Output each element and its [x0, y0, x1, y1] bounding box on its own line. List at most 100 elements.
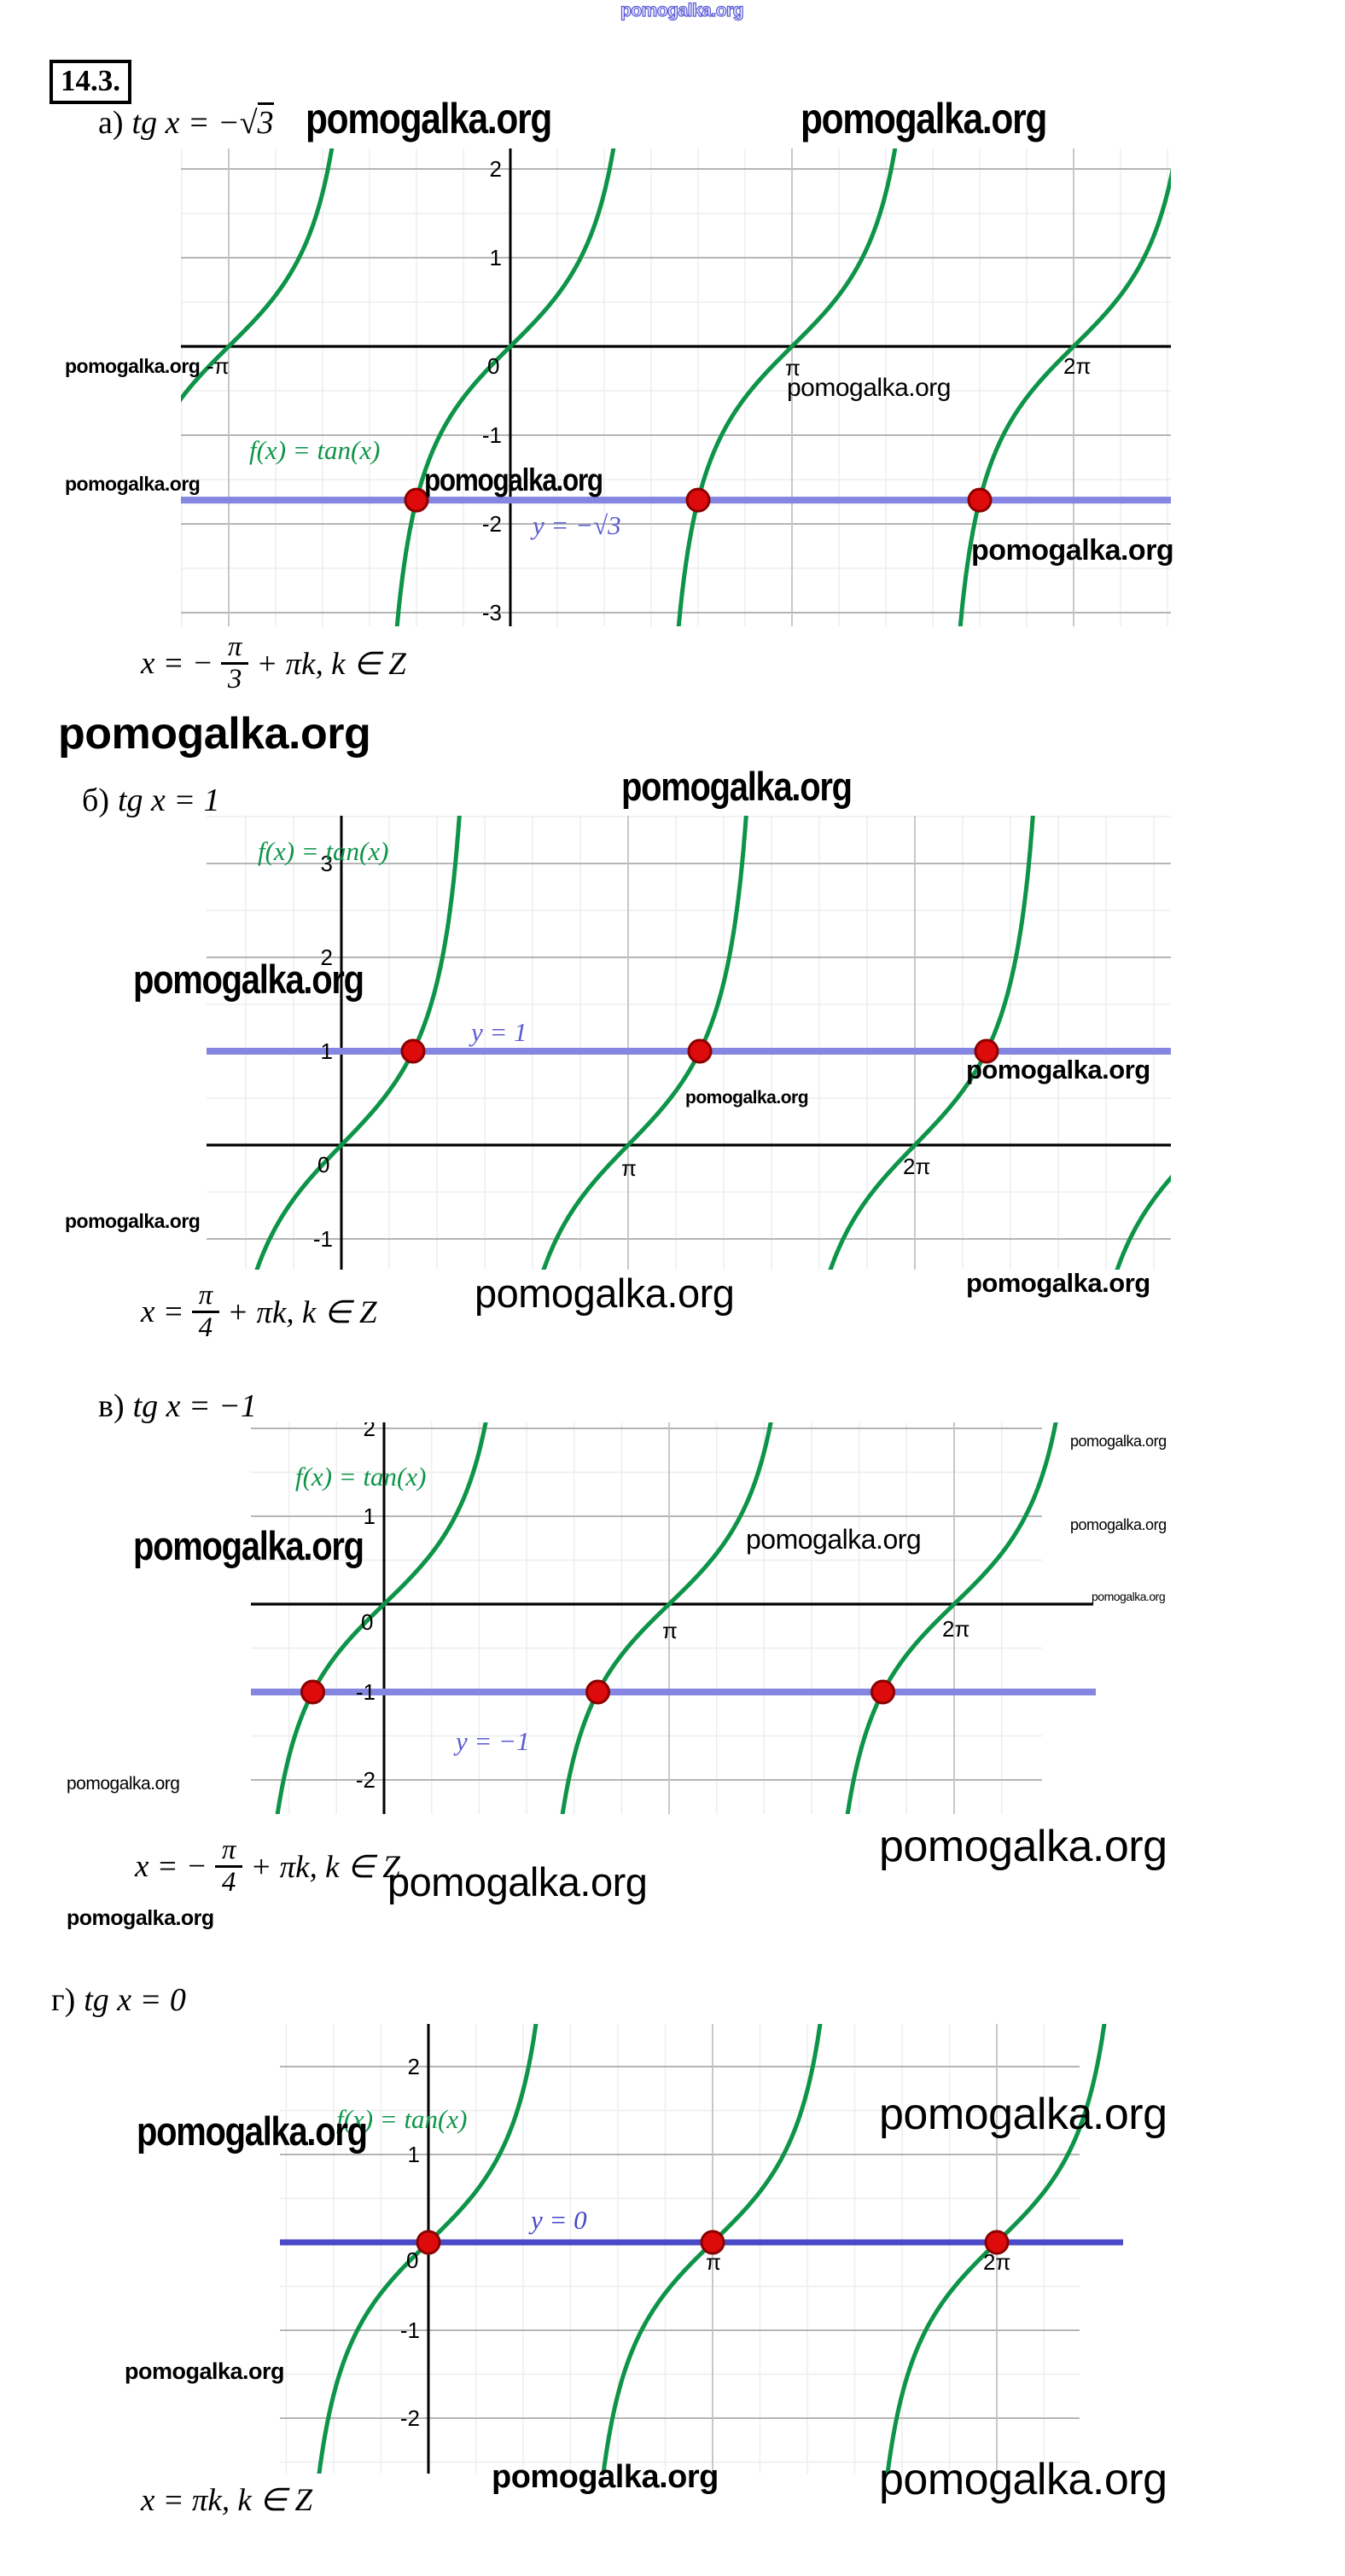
- solution-dot: [984, 2230, 1010, 2255]
- x-tick-label: π: [662, 1618, 678, 1643]
- x-tick-label: π: [621, 1155, 637, 1181]
- watermark: pomogalka.org: [879, 2455, 1167, 2504]
- solution-dot: [300, 1679, 325, 1705]
- problem-number: 14.3.: [49, 60, 131, 104]
- y-tick-label: 2: [490, 156, 502, 182]
- origin-label: 0: [487, 353, 499, 379]
- watermark: pomogalka.org: [65, 473, 201, 495]
- watermark: pomogalka.org: [125, 2358, 285, 2384]
- answer-v-post: + πk, k ∈ Z: [250, 1849, 400, 1885]
- tan-curve: [958, 167, 1171, 626]
- solution-dot: [687, 1038, 713, 1064]
- answer-a-post: + πk, k ∈ Z: [256, 646, 406, 682]
- part-g-label: г): [51, 1982, 76, 2018]
- solution-dot: [967, 487, 993, 513]
- grid-minor: [280, 2024, 1080, 2474]
- x-tick-label: 2π: [903, 1154, 930, 1179]
- y-tick-label: -1: [356, 1679, 376, 1705]
- tan-curve: [275, 1422, 488, 1814]
- watermark: pomogalka.org: [492, 2459, 719, 2495]
- graph-tan-b: π 2π 0 3 2 1 -1 f(x) = tan(x) y = 1: [207, 816, 1171, 1274]
- tan-curve: [541, 816, 748, 1270]
- watermark: pomogalka.org: [620, 1, 744, 20]
- y-tick-label: 2: [408, 2054, 420, 2079]
- watermark: pomogalka.org: [746, 1524, 922, 1555]
- watermark: pomogalka.org: [137, 2108, 368, 2154]
- graph-tan-a: -π π 2π 0 2 1 -1 -2 -3 f(x) = tan(x) y = −√3: [181, 148, 1171, 631]
- tick-labels: π 2π 0 2 1 -1 -2: [356, 1416, 970, 1793]
- solution-dot: [400, 1038, 426, 1064]
- part-b-header: б) tg x = 1: [82, 782, 220, 819]
- tan-curve: [560, 1422, 773, 1814]
- solution-dot: [404, 487, 429, 513]
- answer-b-post: + πk, k ∈ Z: [227, 1294, 377, 1330]
- watermark: pomogalka.org: [133, 957, 364, 1002]
- y-tick-label: 3: [321, 851, 333, 876]
- y-tick-label: -1: [482, 422, 502, 448]
- tan-curve: [181, 148, 335, 403]
- watermark: pomogalka.org: [1070, 1516, 1167, 1533]
- hline-label: y = 0: [528, 2205, 587, 2235]
- y-tick-label: 1: [321, 1038, 333, 1064]
- answer-a-pre: x = −: [141, 646, 213, 682]
- watermark: pomogalka.org: [1070, 1433, 1167, 1450]
- tan-curve: [254, 816, 462, 1270]
- tick-labels: π 2π 0 2 1 -1 -2: [400, 2054, 1011, 2431]
- tan-curves: [254, 816, 1171, 1270]
- answer-v-pre: x = −: [135, 1849, 207, 1885]
- part-a-equation: tg x = −√3: [132, 102, 274, 141]
- watermark: pomogalka.org: [1092, 1590, 1166, 1603]
- tan-plot: π 2π 0 3 2 1 -1 f(x) = tan(x) y = 1: [207, 816, 1171, 1270]
- part-g-header: г) tg x = 0: [51, 1981, 186, 2019]
- part-a-label: а): [98, 105, 124, 141]
- watermark: pomogalka.org: [65, 355, 201, 377]
- y-tick-label: -2: [356, 1767, 376, 1793]
- watermark: pomogalka.org: [879, 2090, 1167, 2139]
- tan-curves: [181, 148, 1171, 626]
- x-tick-label: 2π: [942, 1616, 969, 1642]
- tan-curve: [1115, 1174, 1171, 1270]
- answer-g: x = πk, k ∈ Z: [141, 2481, 320, 2519]
- watermark: pomogalka.org: [424, 462, 603, 497]
- watermark: pomogalka.org: [306, 95, 552, 142]
- watermark: pomogalka.org: [621, 764, 853, 809]
- solution-dot: [700, 2230, 725, 2255]
- part-a-header: а) tg x = −√3: [98, 102, 274, 142]
- watermark: pomogalka.org: [65, 1210, 201, 1232]
- solution-dot: [585, 1679, 610, 1705]
- grid-major: [280, 2024, 1080, 2474]
- watermark: pomogalka.org: [787, 374, 951, 402]
- tan-plot: -π π 2π 0 2 1 -1 -2 -3 f(x) = tan(x) y = −√3: [181, 148, 1171, 626]
- watermark: pomogalka.org: [879, 1822, 1167, 1871]
- solution-dot: [974, 1038, 999, 1064]
- x-tick-label: -π: [207, 353, 230, 379]
- y-tick-label: 1: [408, 2142, 420, 2167]
- tan-curve: [676, 148, 898, 626]
- hline-label: y = −1: [453, 1726, 530, 1756]
- watermark: pomogalka.org: [67, 1774, 180, 1794]
- part-v-label: в): [98, 1388, 125, 1424]
- x-tick-label: π: [706, 2249, 721, 2275]
- x-tick-label: π: [785, 355, 801, 381]
- watermark: pomogalka.org: [133, 1523, 364, 1568]
- tan-plot: π 2π 0 2 1 -1 -2 f(x) = tan(x) y = 0: [280, 2024, 1123, 2474]
- watermark: pomogalka.org: [966, 1055, 1150, 1084]
- y-tick-label: -1: [400, 2317, 420, 2343]
- y-tick-label: 1: [364, 1503, 376, 1529]
- part-g-equation: tg x = 0: [84, 1982, 186, 2018]
- part-v-header: в) tg x = −1: [98, 1387, 257, 1425]
- part-b-equation: tg x = 1: [118, 782, 220, 818]
- watermark: pomogalka.org: [966, 1268, 1150, 1298]
- watermark: pomogalka.org: [685, 1088, 809, 1108]
- legend-tan: f(x) = tan(x): [336, 2104, 467, 2134]
- x-tick-label: 2π: [983, 2249, 1010, 2275]
- hline-label: y = −√3: [530, 510, 621, 540]
- solution-dot: [416, 2230, 441, 2255]
- origin-label: 0: [317, 1152, 329, 1178]
